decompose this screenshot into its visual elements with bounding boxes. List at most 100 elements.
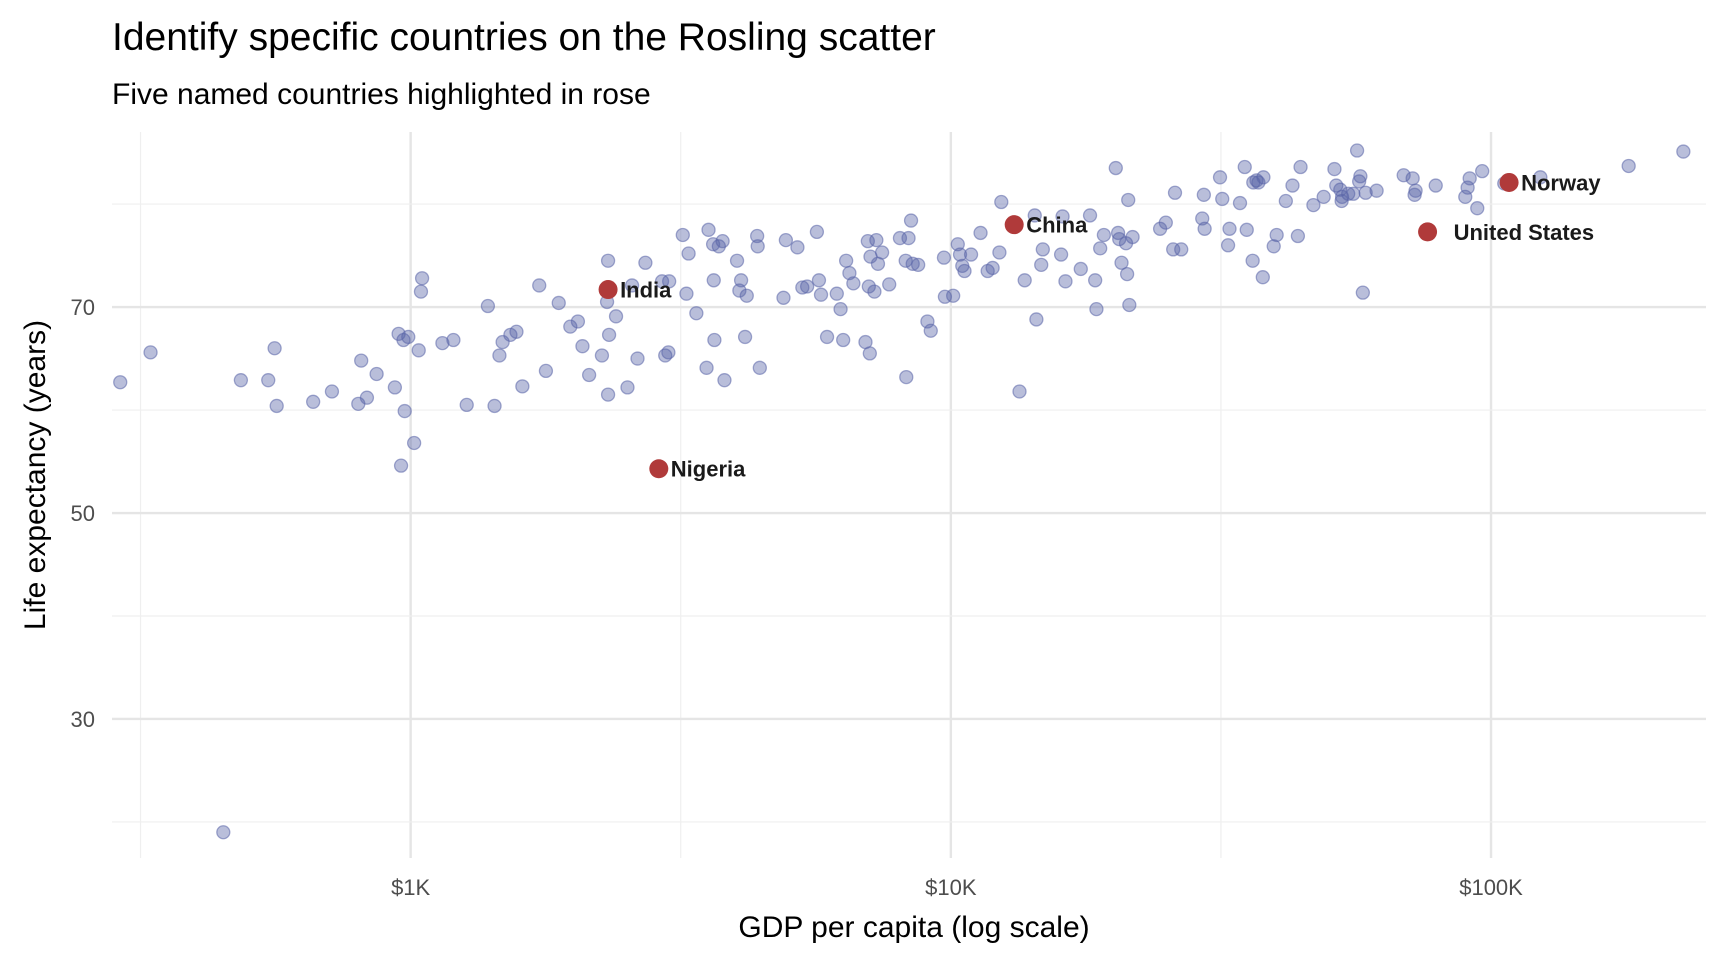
data-point bbox=[1058, 274, 1073, 289]
data-point bbox=[699, 360, 714, 375]
data-point bbox=[1306, 197, 1321, 213]
data-point bbox=[1055, 209, 1070, 224]
data-point bbox=[715, 234, 730, 249]
data-point bbox=[1249, 173, 1264, 188]
data-point bbox=[776, 290, 791, 305]
highlighted-countries: India Nigeria China United States Norway bbox=[598, 170, 1601, 482]
data-point bbox=[1278, 193, 1293, 209]
data-point bbox=[946, 288, 961, 303]
data-point bbox=[1621, 158, 1636, 174]
data-point bbox=[1353, 169, 1368, 184]
data-point bbox=[679, 286, 694, 301]
y-tick-label: 50 bbox=[71, 501, 95, 526]
data-point bbox=[1255, 270, 1270, 285]
data-point bbox=[324, 384, 340, 399]
data-point bbox=[1196, 187, 1211, 202]
data-point bbox=[624, 278, 640, 293]
data-point bbox=[267, 341, 282, 356]
highlight-point bbox=[1499, 172, 1519, 192]
data-point bbox=[706, 273, 721, 288]
data-point bbox=[1470, 201, 1485, 216]
data-point bbox=[882, 277, 897, 292]
data-point bbox=[869, 232, 884, 248]
data-point bbox=[608, 309, 624, 324]
data-point bbox=[630, 351, 645, 366]
data-point bbox=[538, 363, 554, 379]
x-tick-label: $100K bbox=[1459, 875, 1523, 900]
data-point bbox=[1166, 242, 1181, 257]
x-tick-label: $10K bbox=[925, 875, 977, 900]
data-point bbox=[898, 253, 913, 268]
data-point bbox=[790, 240, 805, 255]
data-point bbox=[1220, 238, 1236, 253]
data-point bbox=[1158, 215, 1173, 230]
highlight-point bbox=[1418, 222, 1438, 242]
data-point bbox=[899, 369, 914, 385]
data-point bbox=[1266, 239, 1281, 254]
data-point bbox=[581, 367, 597, 383]
data-point bbox=[1245, 253, 1260, 268]
data-point bbox=[973, 225, 988, 241]
data-point bbox=[1352, 174, 1367, 189]
data-point bbox=[216, 825, 231, 840]
data-point bbox=[1215, 191, 1230, 207]
data-point bbox=[911, 257, 926, 272]
highlight-label: United States bbox=[1454, 220, 1595, 245]
data-point bbox=[836, 332, 851, 348]
data-point bbox=[1012, 384, 1027, 399]
data-point bbox=[750, 239, 765, 254]
data-point bbox=[446, 332, 461, 348]
data-point bbox=[1089, 301, 1104, 317]
data-point bbox=[1349, 143, 1365, 158]
data-point bbox=[1355, 285, 1370, 300]
data-point bbox=[1122, 297, 1137, 313]
data-point bbox=[1053, 247, 1069, 262]
data-point bbox=[1293, 159, 1308, 175]
data-point bbox=[401, 329, 416, 345]
highlight-label: China bbox=[1026, 213, 1088, 238]
data-point bbox=[923, 323, 938, 338]
data-point bbox=[729, 253, 745, 268]
x-axis-title: GDP per capita (log scale) bbox=[738, 911, 1089, 944]
data-point bbox=[1082, 208, 1098, 223]
tick-labels: $1K $10K $100K 30 50 70 bbox=[71, 295, 1524, 900]
data-point bbox=[985, 260, 1000, 276]
data-point bbox=[862, 346, 877, 361]
data-point bbox=[661, 345, 676, 360]
data-point bbox=[1369, 183, 1384, 198]
data-point bbox=[867, 284, 882, 299]
data-point bbox=[1212, 170, 1228, 185]
data-point bbox=[861, 279, 876, 294]
data-point bbox=[397, 403, 412, 419]
data-point bbox=[1533, 170, 1548, 185]
data-point bbox=[957, 263, 972, 279]
data-point bbox=[143, 345, 158, 360]
data-point bbox=[1108, 160, 1123, 176]
data-point bbox=[601, 327, 617, 343]
data-point bbox=[829, 286, 844, 301]
data-point bbox=[487, 398, 502, 414]
data-point bbox=[1346, 186, 1361, 201]
data-point bbox=[874, 245, 890, 260]
data-point bbox=[515, 379, 530, 394]
highlight-label: Norway bbox=[1521, 170, 1601, 195]
data-point bbox=[306, 394, 321, 409]
data-point bbox=[435, 335, 450, 351]
data-point bbox=[795, 280, 810, 295]
data-point bbox=[1034, 257, 1049, 272]
data-point bbox=[809, 224, 825, 240]
data-point bbox=[1073, 261, 1088, 277]
data-point bbox=[1676, 144, 1691, 159]
data-point bbox=[1396, 168, 1411, 183]
data-point bbox=[833, 301, 848, 317]
data-point bbox=[963, 247, 979, 262]
data-point bbox=[1428, 178, 1443, 193]
data-point bbox=[1222, 221, 1237, 236]
data-point bbox=[1475, 163, 1490, 179]
data-point bbox=[359, 390, 375, 405]
data-point bbox=[1239, 222, 1254, 237]
highlight-point bbox=[598, 280, 618, 300]
data-point bbox=[261, 373, 276, 388]
highlight-point bbox=[1004, 215, 1024, 235]
